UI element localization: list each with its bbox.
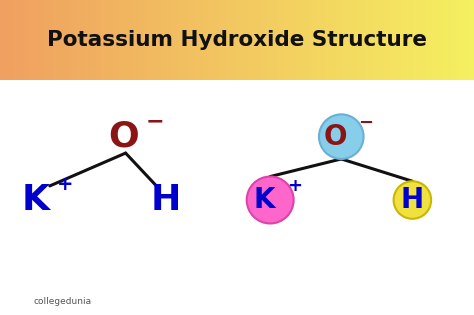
Text: +: + [57, 175, 73, 194]
Ellipse shape [246, 176, 294, 223]
Text: −: − [146, 112, 164, 131]
Text: collegedunia: collegedunia [33, 297, 91, 306]
Ellipse shape [319, 114, 364, 159]
Text: −: − [358, 114, 374, 132]
Text: Potassium Hydroxide Structure: Potassium Hydroxide Structure [47, 30, 427, 50]
Text: O: O [324, 123, 347, 151]
Text: O: O [108, 120, 138, 154]
Text: K: K [21, 183, 50, 217]
Text: +: + [287, 177, 302, 195]
Text: H: H [151, 183, 181, 217]
Text: H: H [401, 186, 424, 214]
Ellipse shape [393, 181, 431, 219]
Text: K: K [254, 186, 275, 214]
